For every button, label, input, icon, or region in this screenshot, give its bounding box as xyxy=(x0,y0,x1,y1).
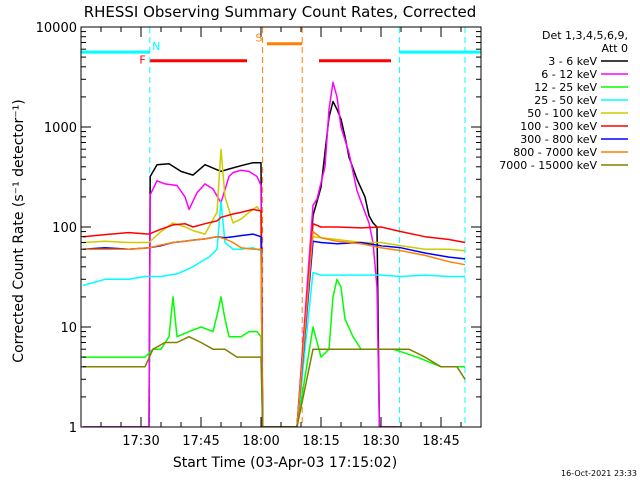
legend-label: 3 - 6 keV xyxy=(548,55,597,68)
series-line-2 xyxy=(83,278,465,427)
timestamp: 16-Oct-2021 23:33 xyxy=(561,469,637,478)
annotation-label-flare: F xyxy=(139,54,145,67)
y-tick-label: 1000 xyxy=(44,121,77,136)
y-tick-label: 10 xyxy=(60,321,77,336)
legend-header-line2: Att 0 xyxy=(602,42,628,55)
x-tick-label: 18:15 xyxy=(302,434,339,449)
series-line-7 xyxy=(83,230,466,427)
legend-label: 300 - 800 keV xyxy=(520,133,597,146)
series-line-6 xyxy=(82,233,466,427)
annotation-label-saa: S xyxy=(256,32,263,45)
series-line-1 xyxy=(83,81,397,427)
x-tick-label: 18:00 xyxy=(242,434,279,449)
x-axis-label: Start Time (03-Apr-03 17:15:02) xyxy=(173,455,397,471)
legend-label: 100 - 300 keV xyxy=(520,120,597,133)
x-tick-label: 18:30 xyxy=(362,434,399,449)
vertical-markers xyxy=(149,27,466,427)
chart-title: RHESSI Observing Summary Count Rates, Co… xyxy=(84,3,477,21)
x-axis: 17:30 17:45 18:00 18:15 18:30 18:45 xyxy=(100,27,482,449)
x-tick-label: 18:45 xyxy=(422,434,459,449)
legend-label: 12 - 25 keV xyxy=(534,81,597,94)
legend-label: 800 - 7000 keV xyxy=(513,146,597,159)
x-tick-label: 17:45 xyxy=(182,434,219,449)
series-line-4 xyxy=(82,148,466,427)
series-line-0 xyxy=(83,100,401,427)
series-line-3 xyxy=(82,200,465,427)
annotation-label-night: N xyxy=(152,40,160,53)
y-tick-label: 1 xyxy=(69,421,77,436)
y-tick-label: 10000 xyxy=(36,21,77,36)
legend-header-line1: Det 1,3,4,5,6,9, xyxy=(542,29,628,42)
legend-label: 7000 - 15000 keV xyxy=(499,159,597,172)
y-axis: 1 10 100 1000 10000 xyxy=(36,21,481,436)
y-tick-label: 100 xyxy=(52,221,77,236)
series-line-8 xyxy=(83,335,466,427)
legend-label: 25 - 50 keV xyxy=(534,94,597,107)
series-lines xyxy=(82,81,466,427)
legend-label: 6 - 12 keV xyxy=(541,68,597,81)
legend-label: 50 - 100 keV xyxy=(527,107,597,120)
x-tick-label: 17:30 xyxy=(122,434,159,449)
annotation-bars: NF S xyxy=(81,32,481,67)
y-axis-label: Corrected Count Rate (s⁻¹ detector⁻¹) xyxy=(11,99,27,362)
series-line-5 xyxy=(82,208,466,427)
